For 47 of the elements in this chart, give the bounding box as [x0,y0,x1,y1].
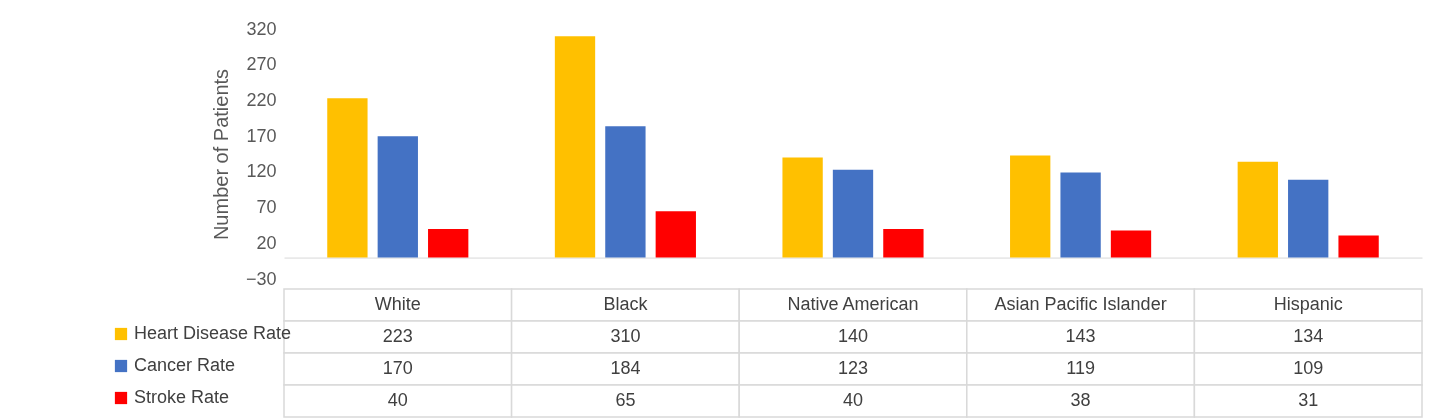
bar [428,229,469,258]
data-label: 123 [837,358,869,378]
x-tick-label: White [374,294,421,314]
y-tick-label: 120 [246,161,277,182]
y-axis-title: Number of Patients [209,68,232,241]
data-label: 134 [1293,326,1324,346]
y-tick-label: 320 [246,18,277,39]
data-label: 140 [837,326,869,346]
bar [1110,230,1152,258]
y-tick-label: 20 [256,232,277,253]
data-label: 223 [382,326,413,346]
bar [1237,161,1278,258]
bar [1060,172,1101,258]
data-label: 31 [1298,390,1319,410]
legend-label: Cancer Rate [134,355,236,375]
data-label: 40 [842,390,864,410]
bar [655,211,696,258]
y-tick-label: 70 [256,197,277,218]
x-tick-label: Black [603,294,649,314]
data-label: 170 [382,358,413,378]
bar [832,169,874,258]
data-label: 310 [610,326,641,346]
bar [782,157,823,258]
bar [1288,179,1329,258]
bar [605,126,646,258]
data-label: 40 [387,390,408,410]
y-tick-label: 170 [246,125,277,146]
x-tick-label: Native American [787,294,919,314]
data-label: 119 [1066,358,1095,378]
x-tick-label: Asian Pacific Islander [994,294,1167,314]
bar [327,98,368,258]
bar [1338,235,1379,258]
legend-label: Stroke Rate [134,387,230,407]
data-label: 143 [1065,326,1096,346]
data-label: 38 [1070,390,1091,410]
bar [883,229,924,258]
bar [1010,155,1051,258]
legend-label: Heart Disease Rate [134,323,292,343]
data-label: 65 [615,390,636,410]
data-label: 184 [610,358,641,378]
data-label: 109 [1293,358,1324,378]
bar [377,136,418,258]
y-tick-label: −30 [245,268,277,289]
y-tick-label: 220 [246,89,277,110]
x-tick-label: Hispanic [1273,294,1343,314]
y-tick-label: 270 [246,54,277,75]
bar [554,36,596,258]
